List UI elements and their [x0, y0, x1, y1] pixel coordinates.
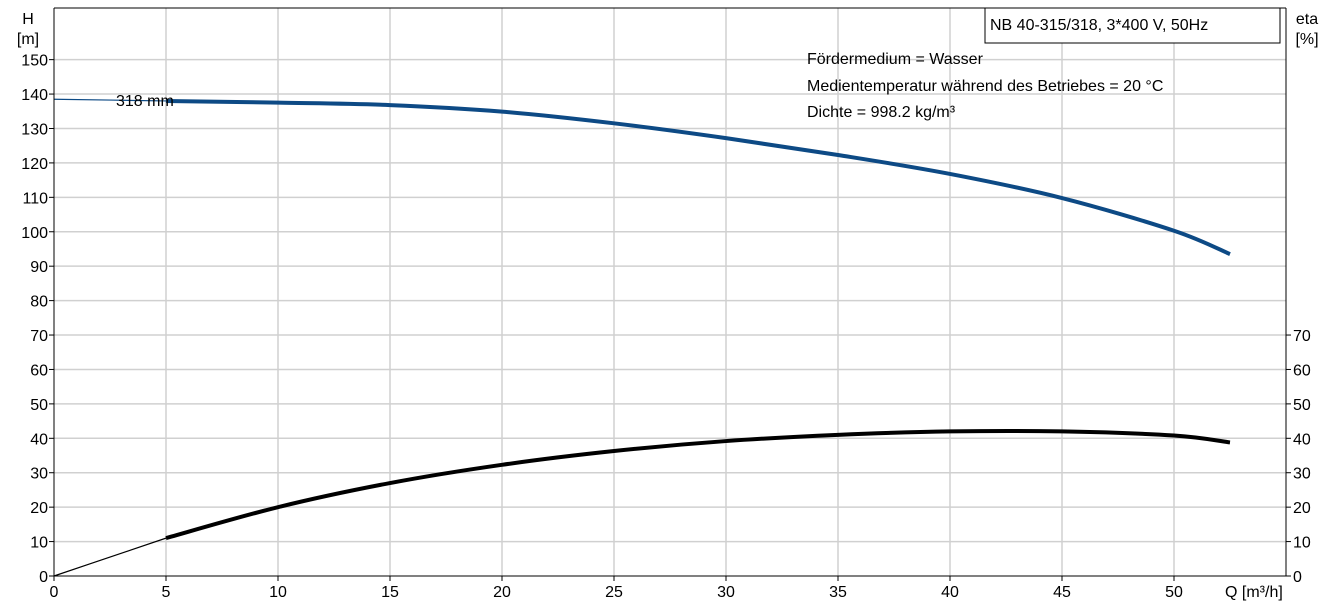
y-right-tick-label: 70: [1293, 328, 1311, 345]
x-tick-label: 45: [1053, 584, 1071, 601]
x-axis-title: Q [m³/h]: [1225, 584, 1283, 601]
y-left-tick-label: 140: [21, 87, 48, 104]
y-left-tick-label: 150: [21, 53, 48, 70]
efficiency-curve: [165, 428, 1231, 541]
y-right-tick-label: 30: [1293, 466, 1311, 483]
y-right-tick-label: 50: [1293, 397, 1311, 414]
y-left-tick-label: 10: [30, 535, 48, 552]
title-box: [984, 7, 1281, 44]
chart-title: NB 40-315/318, 3*400 V, 50Hz: [990, 17, 1208, 34]
x-tick-label: 20: [493, 584, 511, 601]
y-right-tick-label: 20: [1293, 500, 1311, 517]
y-right-tick-label: 10: [1293, 535, 1311, 552]
y-left-tick-label: 40: [30, 431, 48, 448]
y-left-tick-label: 30: [30, 466, 48, 483]
series-layer: [53, 98, 1231, 577]
head-curve: [165, 98, 1231, 256]
y-right-axis-title: eta: [1296, 11, 1318, 28]
x-tick-label: 50: [1165, 584, 1183, 601]
y-right-tick-label: 60: [1293, 362, 1311, 379]
annotation-medium: Fördermedium = Wasser: [807, 51, 984, 68]
x-tick-label: 35: [829, 584, 847, 601]
y-left-tick-label: 100: [21, 225, 48, 242]
x-tick-label: 10: [269, 584, 287, 601]
x-tick-label: 25: [605, 584, 623, 601]
y-left-tick-label: 90: [30, 259, 48, 276]
grid: [54, 8, 1286, 576]
curve-label-impeller: 318 mm: [116, 93, 174, 110]
y-left-axis-title: H: [22, 11, 34, 28]
tick-labels: 0 5 10 15 20 25 30 35 40 45 50 0 10 20 30 40 50 60 70 80 90 1…: [21, 53, 1311, 601]
y-left-axis-unit: [m]: [17, 31, 39, 48]
y-left-tick-label: 120: [21, 156, 48, 173]
efficiency-curve-extension: [53, 537, 167, 577]
y-left-tick-label: 70: [30, 328, 48, 345]
y-left-tick-label: 50: [30, 397, 48, 414]
y-left-tick-label: 60: [30, 362, 48, 379]
annotation-temperature: Medientemperatur während des Betriebes =…: [807, 78, 1163, 95]
y-left-tick-label: 130: [21, 121, 48, 138]
y-right-tick-label: 40: [1293, 431, 1311, 448]
y-right-tick-label: 0: [1293, 569, 1302, 586]
x-tick-label: 0: [50, 584, 59, 601]
x-tick-label: 15: [381, 584, 399, 601]
annotation-density: Dichte = 998.2 kg/m³: [807, 104, 956, 121]
x-tick-label: 5: [162, 584, 171, 601]
head-curve-extension: [53, 98, 167, 102]
y-left-tick-label: 20: [30, 500, 48, 517]
x-tick-label: 40: [941, 584, 959, 601]
y-left-tick-label: 110: [22, 190, 48, 207]
y-left-tick-label: 0: [39, 569, 48, 586]
x-tick-label: 30: [717, 584, 735, 601]
y-left-tick-label: 80: [30, 294, 48, 311]
y-right-axis-unit: [%]: [1295, 31, 1318, 48]
